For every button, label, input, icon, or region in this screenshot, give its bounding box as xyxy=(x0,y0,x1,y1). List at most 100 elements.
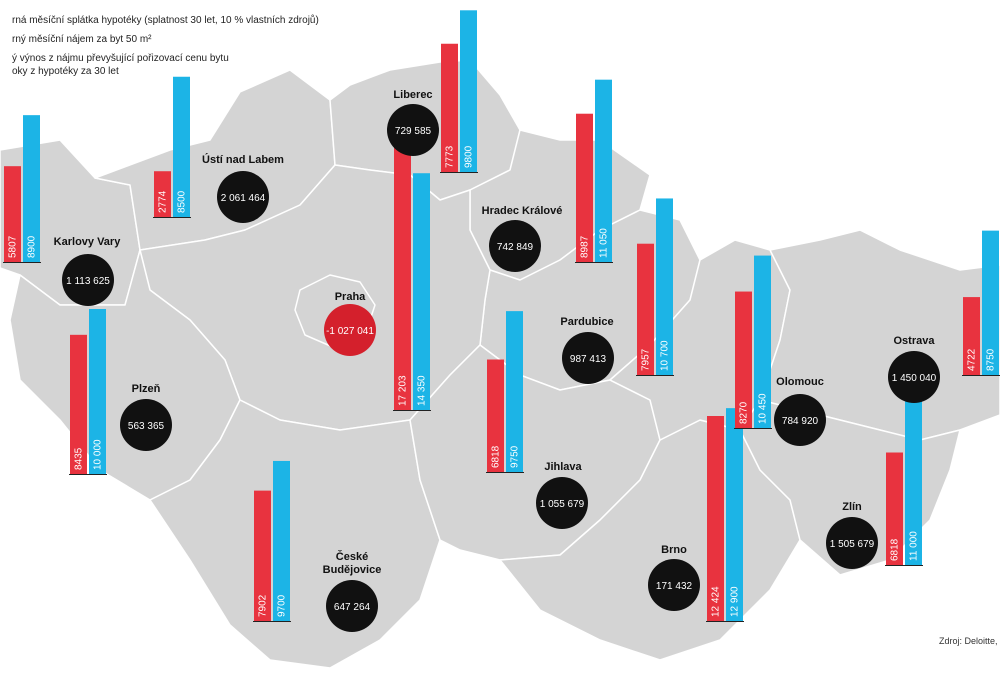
region-name: Zlín xyxy=(842,501,862,513)
rent-bar xyxy=(754,255,771,428)
balance-value: -1 027 041 xyxy=(326,326,374,337)
rent-value-label: 11 050 xyxy=(599,228,610,258)
rent-value-label: 8900 xyxy=(27,235,38,258)
mortgage-bar xyxy=(394,126,411,410)
rent-bar xyxy=(506,311,523,472)
mortgage-value-label: 6818 xyxy=(890,538,901,561)
balance-circle xyxy=(562,332,614,384)
rent-bar xyxy=(460,10,477,172)
region-label-group: Plzeň 563 365 xyxy=(120,383,172,451)
region-name: Ostrava xyxy=(894,335,936,347)
mortgage-bar xyxy=(963,297,980,375)
region-label-group: Pardubice 987 413 xyxy=(560,316,614,384)
region-name: Plzeň xyxy=(132,383,161,395)
mortgage-bar xyxy=(441,43,458,172)
bar-group: 6818 11 000 xyxy=(885,383,923,566)
balance-circle xyxy=(387,104,439,156)
balance-circle xyxy=(217,171,269,223)
balance-circle xyxy=(826,517,878,569)
rent-bar xyxy=(23,115,40,263)
rent-bar xyxy=(982,230,999,375)
mortgage-bar xyxy=(637,243,654,375)
bar-groups: 7773 9800 2774 8500 5807 8900 8987 11 050 7957 10… xyxy=(3,10,1000,622)
bar-group: 8987 11 050 xyxy=(575,79,613,263)
mortgage-value-label: 7773 xyxy=(445,145,456,168)
mortgage-value-label: 12 424 xyxy=(711,586,722,617)
region-label-group: Zlín 1 505 679 xyxy=(826,501,878,569)
rent-bar xyxy=(173,76,190,217)
mortgage-value-label: 4722 xyxy=(967,348,978,371)
balance-value: 2 061 464 xyxy=(221,193,266,204)
balance-circle xyxy=(536,477,588,529)
rent-value-label: 9750 xyxy=(510,445,521,468)
legend-item: rná měsíční splátka hypotéky (splatnost … xyxy=(0,14,319,27)
region-label-group: Praha -1 027 041 xyxy=(324,291,376,356)
balance-circle xyxy=(888,351,940,403)
mortgage-bar xyxy=(254,490,271,621)
bar-group: 8270 10 450 xyxy=(734,255,772,429)
legend-text: rný měsíční nájem za byt 50 m² xyxy=(12,34,152,45)
source-note: Zdroj: Deloitte, E xyxy=(938,636,1000,646)
region-name: Liberec xyxy=(393,89,432,101)
bar-group: 7902 9700 xyxy=(253,460,291,622)
mortgage-value-label: 7902 xyxy=(258,594,269,617)
rent-value-label: 10 000 xyxy=(93,439,104,470)
mortgage-bar xyxy=(70,334,87,474)
legend-text: ý výnos z nájmu převyšující pořizovací c… xyxy=(12,53,229,64)
mortgage-value-label: 2774 xyxy=(158,190,169,213)
region-label-group: Karlovy Vary 1 113 625 xyxy=(54,236,121,306)
region-label-group: Jihlava 1 055 679 xyxy=(536,461,588,529)
balance-value: 742 849 xyxy=(497,242,534,253)
region-name: České xyxy=(336,550,368,563)
region-name: Budějovice xyxy=(323,564,382,576)
balance-value: 1 450 040 xyxy=(892,373,937,384)
rent-value-label: 10 450 xyxy=(758,393,769,424)
mortgage-bar xyxy=(886,452,903,565)
mortgage-value-label: 8270 xyxy=(739,401,750,424)
balance-value: 1 505 679 xyxy=(830,539,875,550)
mortgage-bar xyxy=(487,359,504,472)
rent-bar xyxy=(273,460,290,621)
rent-bar xyxy=(413,173,430,410)
balance-circle xyxy=(648,559,700,611)
balance-value: 563 365 xyxy=(128,421,165,432)
rent-bar xyxy=(595,79,612,262)
balance-circle xyxy=(120,399,172,451)
balance-circle xyxy=(326,580,378,632)
mortgage-value-label: 8435 xyxy=(74,447,85,470)
region-name: Jihlava xyxy=(544,461,582,473)
balance-value: 1 055 679 xyxy=(540,499,585,510)
bar-group: 5807 8900 xyxy=(3,115,41,263)
rent-bar xyxy=(656,198,673,375)
balance-value: 1 113 625 xyxy=(66,276,110,287)
rent-bar xyxy=(726,408,743,621)
rent-value-label: 12 900 xyxy=(730,586,741,617)
legend-item: ý výnos z nájmu převyšující pořizovací c… xyxy=(0,52,319,78)
bar-group: 12 424 12 900 xyxy=(706,408,744,622)
bar-group: 7773 9800 xyxy=(440,10,478,173)
legend-text: oky z hypotéky za 30 let xyxy=(12,66,119,77)
balance-value: 987 413 xyxy=(570,354,607,365)
balance-circle xyxy=(324,304,376,356)
rent-value-label: 11 000 xyxy=(909,531,920,561)
region-label-group: Ostrava 1 450 040 xyxy=(888,335,940,403)
region-name: Pardubice xyxy=(560,316,613,328)
bar-group: 4722 8750 xyxy=(962,230,1000,376)
mortgage-bar xyxy=(154,171,171,217)
region-name: Hradec Králové xyxy=(482,205,563,217)
region-label-group: Ústí nad Labem 2 061 464 xyxy=(202,153,284,223)
balance-circle xyxy=(62,254,114,306)
mortgage-bar xyxy=(707,416,724,621)
region-name: Brno xyxy=(661,544,687,556)
region-label-group: Brno 171 432 xyxy=(648,544,700,611)
region-label-group: Liberec 729 585 xyxy=(387,89,439,156)
balance-circle xyxy=(774,394,826,446)
balance-value: 784 920 xyxy=(782,416,819,427)
region-name: Ústí nad Labem xyxy=(202,153,284,166)
bar-group: 8435 10 000 xyxy=(69,309,107,475)
mortgage-value-label: 6818 xyxy=(491,445,502,468)
mortgage-value-label: 17 203 xyxy=(398,375,409,406)
rent-value-label: 9700 xyxy=(277,594,288,617)
bar-group: 2774 8500 xyxy=(153,76,191,218)
